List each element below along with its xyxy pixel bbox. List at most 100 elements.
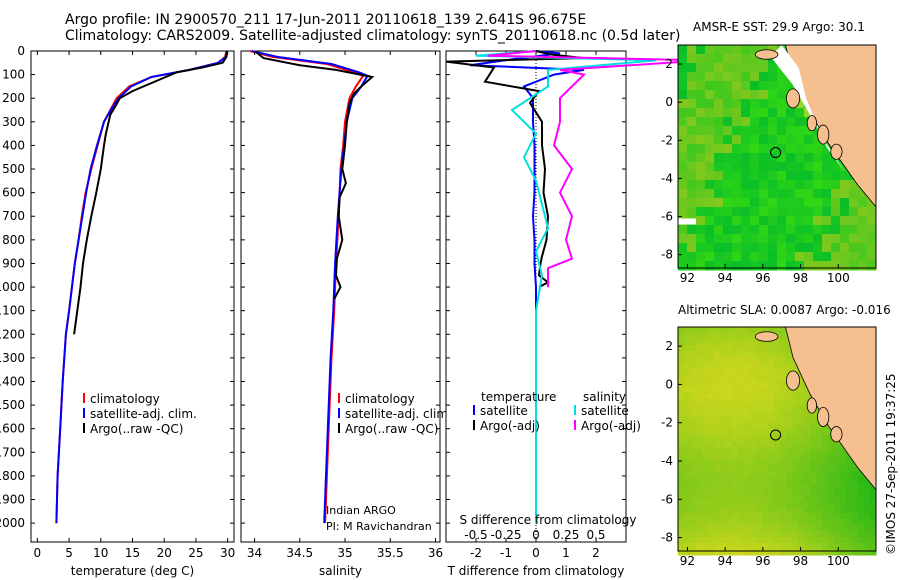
- map-cell: [798, 507, 805, 514]
- map-cell: [780, 429, 787, 436]
- map-cell: [723, 216, 733, 226]
- map-cell: [705, 126, 715, 136]
- map-cell: [741, 45, 751, 55]
- map-cell: [726, 531, 733, 538]
- map-cell: [708, 549, 715, 556]
- map-cell: [786, 453, 793, 460]
- map-cell: [690, 525, 697, 532]
- map-cell: [804, 531, 811, 538]
- map-cell: [714, 453, 721, 460]
- map-cell: [795, 261, 805, 271]
- map-cell: [723, 54, 733, 64]
- map-cell: [774, 543, 781, 550]
- map-cell: [741, 261, 751, 271]
- map-cell: [858, 252, 868, 262]
- map-cell: [678, 162, 688, 172]
- map-cell: [774, 393, 781, 400]
- map-cell: [750, 171, 760, 181]
- map-cell: [816, 459, 823, 466]
- map-cell: [684, 327, 691, 334]
- map-cell: [690, 399, 697, 406]
- map-cell: [774, 441, 781, 448]
- map-cell: [804, 126, 814, 136]
- map-cell: [759, 180, 769, 190]
- map-cell: [687, 99, 697, 109]
- map-cell: [762, 531, 769, 538]
- map-cell: [810, 435, 817, 442]
- map-cell: [720, 513, 727, 520]
- map-cell: [732, 357, 739, 364]
- map-cell: [690, 501, 697, 508]
- map-cell: [750, 345, 757, 352]
- map-cell: [786, 519, 793, 526]
- map-cell: [786, 387, 793, 394]
- map-cell: [723, 171, 733, 181]
- map-cell: [768, 252, 778, 262]
- map-cell: [831, 243, 841, 253]
- map-cell: [744, 375, 751, 382]
- map-cell: [780, 363, 787, 370]
- map-cell: [705, 108, 715, 118]
- map-cell: [678, 117, 688, 127]
- map-cell: [870, 525, 877, 532]
- map-cell: [774, 405, 781, 412]
- map-cell: [696, 369, 703, 376]
- map-cell: [732, 345, 739, 352]
- map-cell: [786, 180, 796, 190]
- map-cell: [870, 501, 877, 508]
- map-cell: [732, 63, 742, 73]
- x-tick-label: 94: [718, 271, 733, 285]
- map-cell: [678, 447, 685, 454]
- map-cell: [786, 216, 796, 226]
- map-cell: [732, 117, 742, 127]
- map-cell: [768, 387, 775, 394]
- series-line-satellite: [475, 50, 657, 524]
- map-cell: [834, 459, 841, 466]
- map-cell: [834, 531, 841, 538]
- map-cell: [690, 435, 697, 442]
- map-cell: [687, 144, 697, 154]
- map-cell: [750, 99, 760, 109]
- map-cell: [762, 465, 769, 472]
- map-cell: [786, 207, 796, 217]
- map-cell: [786, 393, 793, 400]
- map-cell: [792, 411, 799, 418]
- map-cell: [696, 135, 706, 145]
- map-cell: [720, 345, 727, 352]
- map-cell: [768, 369, 775, 376]
- map-cell: [759, 81, 769, 91]
- map-cell: [852, 507, 859, 514]
- map-cell: [714, 477, 721, 484]
- map-cell: [846, 513, 853, 520]
- map-cell: [831, 234, 841, 244]
- map-cell: [702, 381, 709, 388]
- map-cell: [798, 543, 805, 550]
- map-cell: [798, 495, 805, 502]
- map-cell: [864, 525, 871, 532]
- map-cell: [780, 537, 787, 544]
- map-cell: [702, 363, 709, 370]
- map-cell: [795, 108, 805, 118]
- x-tick-label: 1: [562, 546, 570, 560]
- x-tick-label: 2: [592, 546, 600, 560]
- map-cell: [795, 153, 805, 163]
- map-cell: [846, 543, 853, 550]
- map-cell: [786, 501, 793, 508]
- map-cell: [762, 441, 769, 448]
- map-cell: [813, 162, 823, 172]
- x-tick-label: 35.5: [377, 546, 404, 560]
- map-cell: [774, 375, 781, 382]
- map-cell: [705, 198, 715, 208]
- map-cell: [804, 441, 811, 448]
- map-cell: [786, 531, 793, 538]
- map-cell: [804, 411, 811, 418]
- map-cell: [708, 543, 715, 550]
- map-cell: [684, 363, 691, 370]
- map-cell: [828, 441, 835, 448]
- map-cell: [714, 513, 721, 520]
- map-cell: [849, 225, 859, 235]
- map-cell: [834, 549, 841, 556]
- map-cell: [726, 369, 733, 376]
- map-cell: [726, 477, 733, 484]
- map-cell: [690, 417, 697, 424]
